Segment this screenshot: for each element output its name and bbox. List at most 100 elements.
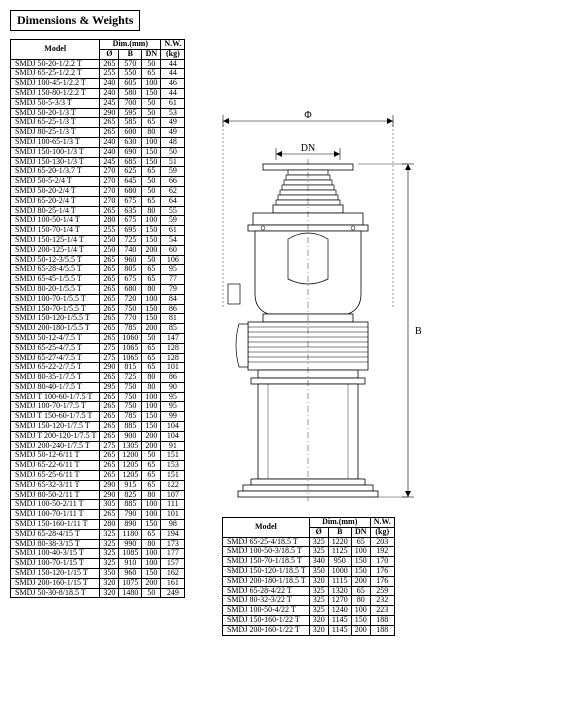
cell-diam: 270 [100,186,119,196]
table-row: SMDJ 65-45-1/5.5 T2656756577 [11,275,185,285]
table-row: SMDJ 100-70-1/5.5 T26572010084 [11,294,185,304]
left-table: Model Dim.(mm) N.W. Ø B DN (kg) SMDJ 50-… [10,39,185,598]
cell-b: 580 [119,88,142,98]
cell-model: SMDJ 200-160-1/15 T [11,578,100,588]
cell-b: 1480 [119,588,142,598]
cell-dn: 50 [142,186,161,196]
cell-b: 1180 [119,529,142,539]
cell-b: 700 [119,98,142,108]
cell-model: SMDJ 150-160-1/11 T [11,520,100,530]
cell-b: 690 [119,147,142,157]
table-row: SMDJ 150-120-1/7.5 T265885150104 [11,422,185,432]
cell-diam: 255 [100,226,119,236]
table-row: SMDJ 80-20-1/5.5 T2656808079 [11,284,185,294]
right-column: Φ DN B [193,39,423,636]
table-row: SMDJ 150-125-1/4 T25072515054 [11,235,185,245]
cell-dn: 65 [142,480,161,490]
cell-model: SMDJ 150-160-1/22 T [222,615,309,625]
cell-b: 1060 [119,333,142,343]
cell-dn: 50 [142,177,161,187]
cell-b: 720 [119,294,142,304]
table-row: SMDJ 150-120-1/15 T350960150162 [11,569,185,579]
th-diam-r: Ø [309,527,328,537]
cell-model: SMDJ 65-25-4/7.5 T [11,343,100,353]
cell-w: 86 [161,373,185,383]
cell-w: 49 [161,128,185,138]
cell-b: 695 [119,226,142,236]
cell-diam: 265 [100,422,119,432]
cell-model: SMDJ 50-5-2/4 T [11,177,100,187]
th-model-r: Model [222,518,309,538]
table-row: SMDJ 80-25-1/3 T2656008049 [11,128,185,138]
section-title: Dimensions & Weights [10,10,140,31]
table-row: SMDJ 80-35-1/7.5 T2657258086 [11,373,185,383]
th-dim-r: Dim.(mm) [309,518,370,528]
cell-b: 890 [119,520,142,530]
table-row: SMDJ 100-50-4/22 T3251240100223 [222,606,394,616]
table-row: SMDJ 150-80-1/2.2 T24058015044 [11,88,185,98]
cell-w: 60 [161,245,185,255]
cell-dn: 65 [142,471,161,481]
cell-dn: 150 [142,147,161,157]
cell-dn: 80 [142,128,161,138]
cell-w: 104 [161,422,185,432]
table-row: SMDJ 65-32-3/11 T29091565122 [11,480,185,490]
cell-b: 725 [119,373,142,383]
table-row: SMDJ 50-12-4/7.5 T265106050147 [11,333,185,343]
cell-dn: 150 [142,520,161,530]
cell-diam: 265 [100,128,119,138]
cell-model: SMDJ 80-25-1/3 T [11,128,100,138]
right-table: Model Dim.(mm) N.W. Ø B DN (kg) SMDJ 65-… [222,517,395,636]
cell-b: 915 [119,480,142,490]
cell-dn: 200 [142,324,161,334]
cell-dn: 50 [142,588,161,598]
cell-diam: 265 [100,373,119,383]
cell-w: 62 [161,186,185,196]
cell-dn: 150 [142,226,161,236]
cell-dn: 150 [351,566,370,576]
cell-dn: 100 [351,606,370,616]
cell-dn: 150 [351,557,370,567]
table-row: SMDJ T 200-120-1/7.5 T265900200104 [11,431,185,441]
cell-b: 680 [119,186,142,196]
cell-model: SMDJ 65-45-1/5.5 T [11,275,100,285]
label-phi: Φ [305,110,312,121]
cell-diam: 295 [100,382,119,392]
cell-model: SMDJ 100-50-4/22 T [222,606,309,616]
cell-model: SMDJ 150-120-1/7.5 T [11,422,100,432]
cell-w: 176 [370,566,394,576]
cell-w: 61 [161,226,185,236]
cell-model: SMDJ 80-40-1/7.5 T [11,382,100,392]
table-row: SMDJ 150-160-1/22 T3201145150188 [222,615,394,625]
cell-model: SMDJ 150-70-1/4 T [11,226,100,236]
cell-model: SMDJ 200-180-1/18.5 T [222,576,309,586]
cell-diam: 280 [100,520,119,530]
cell-w: 98 [161,520,185,530]
cell-dn: 80 [142,373,161,383]
cell-dn: 100 [142,137,161,147]
cell-dn: 200 [142,578,161,588]
table-row: SMDJ 200-180-1/18.5 T3201115200176 [222,576,394,586]
th-dim: Dim.(mm) [100,40,161,50]
cell-model: SMDJ 150-125-1/4 T [11,235,100,245]
cell-w: 147 [161,333,185,343]
table-row: SMDJ 65-25-4/7.5 T275106565128 [11,343,185,353]
cell-w: 188 [370,625,394,635]
cell-dn: 200 [351,625,370,635]
cell-b: 785 [119,324,142,334]
table-row: SMDJ 50-5-3/3 T2457005061 [11,98,185,108]
cell-dn: 100 [142,79,161,89]
cell-dn: 150 [351,615,370,625]
cell-b: 725 [119,235,142,245]
cell-dn: 150 [142,88,161,98]
table-row: SMDJ 150-70-1/18.5 T340950150170 [222,557,394,567]
cell-diam: 265 [100,275,119,285]
cell-model: SMDJ 100-45-1/2.2 T [11,79,100,89]
cell-b: 740 [119,245,142,255]
cell-w: 170 [370,557,394,567]
cell-diam: 320 [309,615,328,625]
th-b-r: B [328,527,351,537]
cell-model: SMDJ 150-120-1/15 T [11,569,100,579]
cell-w: 128 [161,343,185,353]
cell-b: 1145 [328,615,351,625]
